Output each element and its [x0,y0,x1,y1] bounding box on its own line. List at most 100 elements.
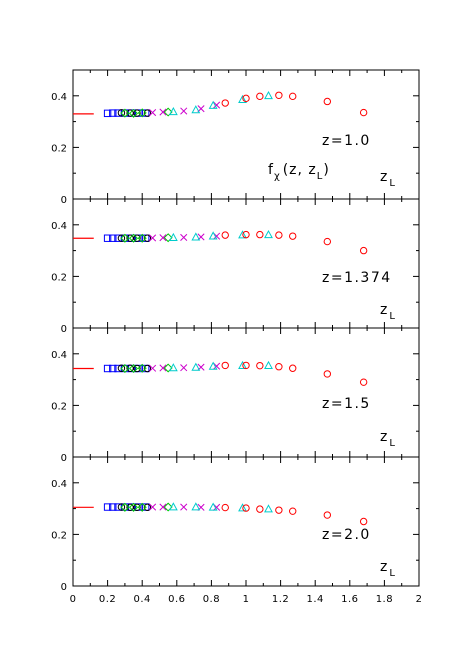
data-point [126,234,134,242]
panel-1: 00.20.4z=1.0z Lfχ (z, zL) [51,69,420,206]
data-point [256,230,264,239]
series-magenta-crosses [149,232,221,242]
data-point [238,503,247,512]
data-point [137,108,147,118]
panel-label: z=1.5 [322,396,371,412]
data-point [103,503,112,511]
series-black-circles [117,503,152,512]
panel-label: z=1.0 [322,133,371,149]
panel-label: z=1.374 [322,270,392,286]
y-tick-label: 0 [61,324,67,335]
data-point [117,364,126,372]
function-args: (z, z [283,162,317,178]
data-point [256,92,264,101]
axis-label-sub: L [389,311,395,322]
data-point [126,503,134,512]
axis-label-z: z [380,169,387,185]
data-point [117,109,126,117]
data-point [149,503,157,511]
data-point [126,109,134,117]
y-tick-label: 0 [61,582,67,593]
data-point [256,505,264,513]
data-point [323,511,332,519]
series-cyan-triangles [168,90,273,116]
function-sub: χ [274,171,281,182]
data-point [359,246,368,255]
data-point [289,92,297,101]
y-tick-label: 0.2 [51,530,67,541]
data-point [256,361,264,370]
series-black-circles [117,364,152,373]
axis-label-sub: L [389,178,395,189]
data-point [117,503,126,511]
axis-label-z: z [380,302,387,318]
data-point [323,97,332,106]
y-tick-label: 0.2 [51,401,67,412]
data-point [168,106,178,116]
data-point [159,364,167,372]
data-point [208,100,218,109]
data-point [359,108,368,117]
data-point [289,364,297,372]
data-point [191,362,201,371]
axis-label-z: z [380,559,387,575]
y-tick-label: 0.4 [51,92,67,103]
data-point [120,108,130,118]
data-point [275,231,283,239]
series-green-diamonds [120,502,173,512]
x-tick-label: 1.2 [272,594,289,605]
series-cyan-triangles [168,360,273,372]
data-point [163,107,173,117]
x-tick-label: 1 [243,594,250,605]
data-point [137,502,147,512]
data-point [117,234,126,242]
x-tick-label: 1.4 [306,594,323,605]
data-point [163,502,173,512]
series-magenta-crosses [149,503,221,511]
data-point [103,364,112,373]
data-point [221,99,229,107]
data-point [213,101,221,109]
data-point [275,363,283,371]
data-point [159,108,167,116]
panel-frame [72,327,420,458]
data-point [137,363,147,373]
data-point [159,234,167,242]
data-point [120,233,130,243]
data-point [264,360,273,369]
series-green-diamonds [120,107,173,118]
y-tick-label: 0.4 [51,221,67,232]
data-point [264,504,273,513]
function-label: fχ (z, zL) [268,162,330,182]
axis-label-sub: L [389,568,395,579]
data-point [191,232,201,241]
data-point [103,109,112,118]
data-point [133,503,141,512]
data-point [133,364,141,373]
data-point [208,502,218,511]
data-point [143,234,152,242]
data-point [143,109,152,117]
y-tick-label: 0.2 [51,272,67,283]
series-green-diamonds [120,363,173,374]
data-point [238,94,247,103]
x-tick-label: 2 [416,594,423,605]
data-point [126,364,134,372]
panel-2: 0 0.2 0.4 z=1.374 z L [51,198,420,335]
data-point [129,502,139,512]
y-tick-label: 0.4 [51,479,67,490]
data-point [133,109,141,117]
data-point [191,105,201,114]
axis-label-z: z [380,429,387,445]
data-point [109,234,117,242]
series-magenta-crosses [149,101,221,117]
data-point [149,109,157,117]
data-point [163,233,173,243]
data-point [323,370,332,378]
data-point [242,361,250,370]
x-tick-label: 0.6 [168,594,185,605]
data-point [168,232,178,241]
